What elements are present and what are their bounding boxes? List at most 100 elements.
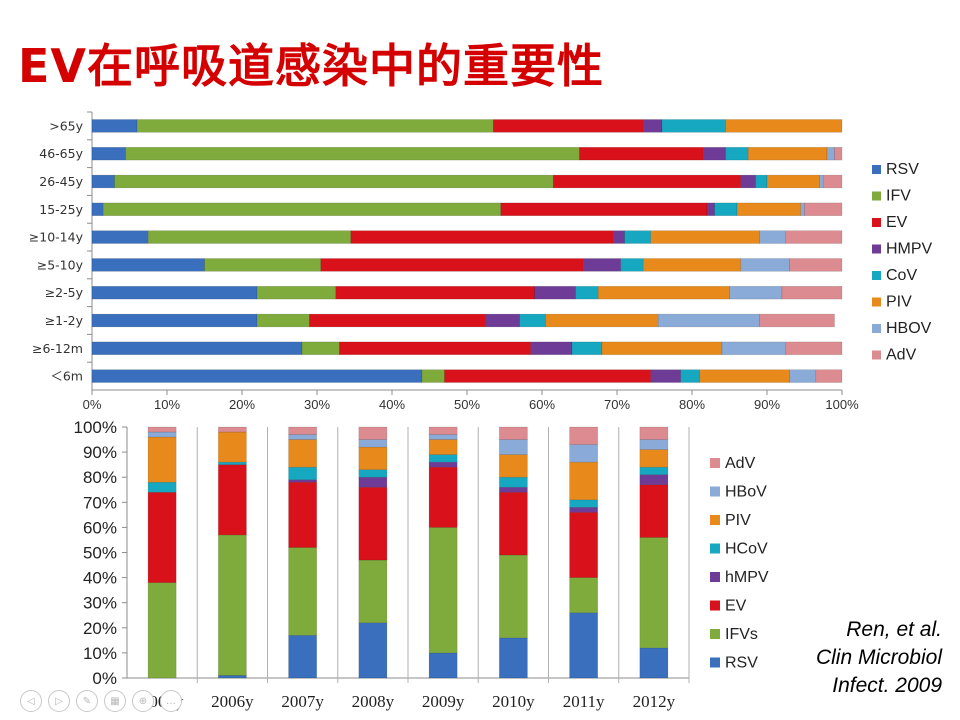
bar-segment-ifv — [256, 286, 337, 300]
year-distribution-chart: 0%10%20%30%40%50%60%70%80%90%100%2005y20… — [74, 418, 769, 711]
citation-year: Infect. 2009 — [832, 674, 942, 697]
legend-swatch-hcov — [710, 543, 720, 554]
bar-segment-hbov — [657, 313, 760, 328]
legend-label-cov: CoV — [886, 267, 917, 284]
x-tick-label: 90% — [754, 397, 780, 412]
column-segment-piv — [147, 436, 177, 483]
bar-segment-rsv — [91, 147, 127, 161]
y-tick-label: 100% — [74, 418, 117, 437]
bar-segment-rsv — [91, 258, 205, 272]
bar-segment-ev — [339, 341, 532, 355]
bar-segment-adv — [759, 313, 835, 328]
bar-segment-cov — [575, 286, 599, 300]
bar-segment-ev — [335, 286, 535, 300]
y-tick-label: 30% — [83, 594, 117, 613]
age-distribution-chart: 0% 10% 20% 30% 40% 50% 60% 70% 80% 90% 100% >65y 46-… — [29, 111, 933, 412]
x-tick-label: 30% — [304, 397, 330, 412]
legend-label-hmpv: HMPV — [886, 241, 933, 258]
bar-segment-adv — [785, 341, 843, 355]
legend-label-piv: PIV — [886, 294, 912, 311]
column-segment-rsv — [358, 622, 388, 679]
column-segment-piv — [499, 454, 528, 478]
legend-swatch-piv — [872, 297, 881, 307]
legend-swatch-adv — [872, 350, 881, 360]
bar-segment-piv — [545, 313, 659, 328]
bar-segment-rsv — [91, 230, 149, 244]
y-tick-label: 90% — [83, 443, 117, 462]
bar-segment-hmpv — [650, 369, 682, 383]
bar-segment-hbov — [729, 286, 783, 300]
legend-label-rsv: RSV — [886, 161, 919, 178]
column-segment-hmpv — [428, 461, 458, 468]
column-segment-adv — [358, 426, 388, 440]
category-label: 2006y — [211, 692, 254, 711]
bar-segment-rsv — [91, 119, 138, 133]
bar-segment-piv — [736, 202, 802, 216]
column-segment-hmpv — [499, 486, 528, 493]
legend-swatch-hbov — [872, 324, 881, 333]
column-segment-ifvs — [288, 547, 317, 636]
column-segment-ev — [147, 491, 177, 583]
prev-icon[interactable]: ◁ — [20, 690, 42, 712]
bar-segment-cov — [661, 119, 727, 133]
column-segment-rsv — [428, 652, 458, 679]
column-segment-hcov — [288, 466, 317, 481]
bar-segment-ifv — [204, 258, 322, 272]
legend-swatch-adv — [710, 458, 720, 468]
bar-segment-cov — [680, 369, 700, 383]
zoom-icon[interactable]: ⊕ — [132, 690, 154, 712]
x-tick-label: 0% — [83, 397, 102, 412]
column-segment-hmpv — [569, 507, 598, 513]
legend-swatch-ev — [710, 600, 720, 611]
column-segment-hbov — [288, 434, 317, 440]
bar-segment-ev — [500, 202, 708, 216]
column-segment-piv — [569, 461, 598, 501]
category-label: ≥6-12m — [32, 341, 83, 356]
x-tick-label: 80% — [679, 397, 705, 412]
bar-segment-rsv — [91, 286, 258, 300]
bar-segment-ifv — [114, 174, 554, 189]
column-segment-hcov — [218, 461, 247, 465]
next-icon[interactable]: ▷ — [48, 690, 70, 712]
column-segment-hcov — [639, 466, 669, 475]
column-segment-ev — [639, 484, 669, 538]
bar-segment-ifv — [102, 202, 502, 216]
category-label: 2008y — [352, 692, 395, 711]
column-segment-ifvs — [147, 582, 177, 679]
column-segment-hbov — [358, 439, 388, 448]
pen-icon[interactable]: ✎ — [76, 690, 98, 712]
column-segment-ifvs — [569, 577, 598, 614]
bar-segment-piv — [725, 119, 843, 133]
column-segment-hcov — [428, 454, 458, 463]
column-segment-piv — [288, 439, 317, 468]
bar-segment-ev — [552, 174, 742, 189]
bar-segment-hbov — [800, 202, 805, 216]
bar-segment-hmpv — [702, 147, 727, 161]
category-label: 2010y — [492, 692, 535, 711]
more-icon[interactable]: … — [160, 690, 182, 712]
category-label: 26-45y — [39, 174, 83, 189]
y-tick-label: 50% — [83, 544, 117, 563]
column-segment-adv — [499, 426, 528, 440]
column-segment-piv — [218, 431, 247, 463]
y-tick-label: 70% — [83, 493, 117, 512]
bar-segment-hbov — [721, 341, 787, 355]
column-segment-adv — [428, 426, 458, 435]
bar-segment-rsv — [91, 369, 423, 383]
bar-segment-ev — [492, 119, 644, 133]
bar-segment-ifv — [125, 147, 580, 161]
bar-segment-ifv — [147, 230, 352, 244]
bar-segment-cov — [755, 174, 768, 189]
x-tick-label: 100% — [825, 397, 859, 412]
column-segment-hbov — [639, 439, 669, 450]
grid-icon[interactable]: ▦ — [104, 690, 126, 712]
bar-segment-hmpv — [534, 286, 577, 300]
column-segment-ev — [218, 464, 247, 536]
bar-segment-hbov — [826, 147, 835, 161]
legend-swatch-rsv — [872, 165, 881, 174]
legend-swatch-ifvs — [710, 629, 720, 639]
column-segment-hbov — [569, 444, 598, 463]
bar-segment-rsv — [91, 174, 115, 189]
column-segment-adv — [639, 426, 669, 440]
y-tick-label: 20% — [83, 619, 117, 638]
